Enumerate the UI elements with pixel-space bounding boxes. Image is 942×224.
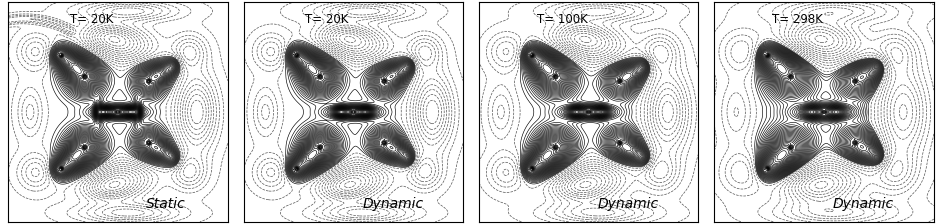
Text: Dynamic: Dynamic (597, 197, 658, 211)
Text: Dynamic: Dynamic (833, 197, 894, 211)
Text: T= 20K: T= 20K (70, 13, 113, 26)
Text: T= 298K: T= 298K (772, 13, 823, 26)
Text: Static: Static (146, 197, 187, 211)
Text: T= 20K: T= 20K (305, 13, 349, 26)
Text: Dynamic: Dynamic (363, 197, 423, 211)
Text: T= 100K: T= 100K (537, 13, 588, 26)
